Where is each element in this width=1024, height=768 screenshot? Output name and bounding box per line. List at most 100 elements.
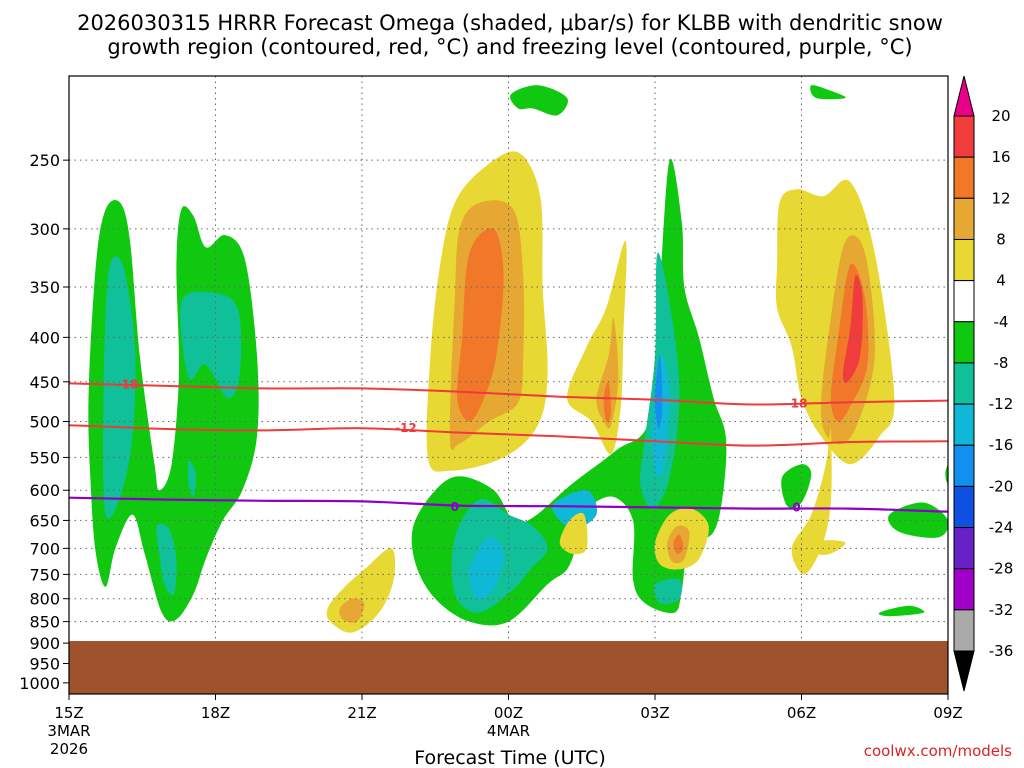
colorbar-bottom-arrow [953,650,975,692]
colorbar-label-12: 12 [991,189,1010,207]
freezing-contour-label-1: 0 [792,500,800,514]
omega-ascent-2-core-g [653,578,683,605]
y-tick-label-850: 850 [29,613,60,632]
colorbar-label-minus20: -20 [989,477,1014,495]
dgz-contour-minus12 [69,424,948,447]
temperature-contours: -18 -12 -18 0 0 [69,377,948,514]
ground-fill [69,641,948,694]
y-tick-label-300: 300 [29,220,60,239]
y-tick-label-400: 400 [29,328,60,347]
colorbar-swatch-9 [953,444,975,487]
colorbar-label-minus12: -12 [989,395,1014,413]
omega-descent-2 [567,240,627,455]
omega-ascent-2-core-c [468,536,504,600]
colorbar-label-minus24: -24 [989,519,1014,537]
colorbar-swatch-10 [953,485,975,529]
x-date-label-0-line1: 3MAR [47,722,90,740]
omega-ascent-4 [888,502,948,538]
y-tick-label-550: 550 [29,448,60,467]
omega-ascent-2-core-f [552,490,598,530]
colorbar-label-minus28: -28 [989,560,1014,578]
omega-ascent-2-core-e [654,355,663,430]
omega-descent-2-b [596,317,619,429]
omega-descent-7 [810,540,846,555]
omega-descent-6 [791,428,832,575]
colorbar-swatch-6 [953,321,975,364]
colorbar-swatch-1 [953,115,975,158]
y-tick-label-600: 600 [29,481,60,500]
dgz-contour-minus18 [69,382,948,406]
colorbar-label-minus16: -16 [989,436,1014,454]
colorbar-label-minus32: -32 [989,601,1014,619]
omega-descent-3-b [339,598,365,623]
ground-layer [69,641,948,694]
x-axis-title: Forecast Time (UTC) [414,747,605,768]
credit-text: coolwx.com/models [864,742,1012,760]
x-date-label-0-line2: 2026 [50,740,88,758]
colorbar-top-arrow [953,75,975,117]
colorbar-label-minus36: -36 [989,642,1014,660]
x-tick-label-15Z: 15Z [54,704,83,722]
colorbar-swatch-5 [953,280,975,323]
colorbar-label-4: 4 [996,272,1006,290]
omega-ascent-1-core-b [180,291,242,399]
colorbar-swatch-3 [953,197,975,240]
omega-ascent-1-core-c [156,523,177,596]
dgz-contour-label-1: -12 [395,421,417,435]
colorbar-label-minus8: -8 [994,354,1009,372]
colorbar-label-16: 16 [991,148,1010,166]
omega-ascent-3 [781,464,812,508]
colorbar-label-minus4: -4 [994,313,1009,331]
omega-ascent-5 [878,605,925,617]
y-tick-label-950: 950 [29,655,60,674]
y-tick-label-500: 500 [29,412,60,431]
pressure-axis: 250 300 350 400 450 500 550 600 650 700 750 800 850 9… [19,151,69,693]
omega-ascent-6 [945,463,948,484]
omega-descent-1-c [456,228,504,422]
y-tick-label-900: 900 [29,634,60,653]
y-tick-label-750: 750 [29,565,60,584]
y-tick-label-1000: 1000 [19,674,60,693]
colorbar-swatch-8 [953,403,975,446]
y-tick-label-700: 700 [29,539,60,558]
freezing-contour-label-0: 0 [451,500,459,514]
colorbar: 20 16 12 8 4 -4 -8 -12 -16 -20 -24 -28 -32 -36 [953,75,1014,692]
dgz-contour-label-2: -18 [786,397,808,411]
x-tick-label-06Z: 06Z [787,704,816,722]
dgz-contour-label-0: -18 [117,377,139,391]
omega-ascent-1-core-a [103,256,136,519]
x-tick-label-00Z: 00Z [494,704,523,722]
x-tick-label-03Z: 03Z [640,704,669,722]
colorbar-swatch-7 [953,362,975,405]
omega-descent-3 [326,548,396,633]
omega-descent-8 [559,512,588,555]
colorbar-label-20: 20 [991,107,1010,125]
colorbar-swatch-4 [953,238,975,282]
colorbar-swatch-2 [953,156,975,199]
chart-title-line-1: 2026030315 HRRR Forecast Omega (shaded, … [77,11,943,35]
x-tick-label-09Z: 09Z [933,704,962,722]
omega-shading [88,85,948,633]
y-tick-label-450: 450 [29,373,60,392]
y-tick-label-250: 250 [29,151,60,170]
x-tick-label-18Z: 18Z [201,704,230,722]
omega-ascent-1-core-d [187,460,197,497]
omega-descent-2-c [603,381,612,423]
colorbar-label-8: 8 [996,230,1006,248]
x-date-label-1-line1: 4MAR [487,722,530,740]
x-tick-label-21Z: 21Z [347,704,376,722]
freezing-level-contour [69,496,948,513]
y-tick-label-650: 650 [29,511,60,530]
colorbar-swatch-11 [953,527,975,570]
chart-title-line-2: growth region (contoured, red, °C) and f… [107,35,912,59]
omega-descent-4-d [842,274,863,383]
omega-ascent-8 [810,85,846,100]
omega-descent-5-c [673,534,684,554]
y-tick-label-800: 800 [29,590,60,609]
y-tick-label-350: 350 [29,278,60,297]
colorbar-swatch-13 [953,609,975,652]
colorbar-swatch-12 [953,568,975,611]
omega-ascent-7 [510,85,568,116]
